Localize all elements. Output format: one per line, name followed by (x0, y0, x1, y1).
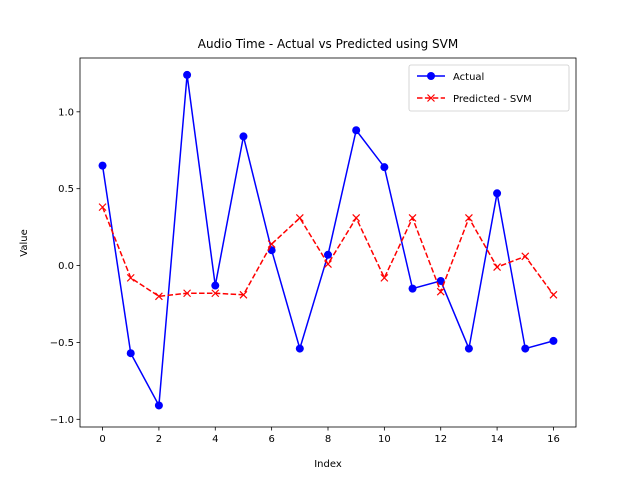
data-point-1-2 (154, 292, 163, 301)
legend: Actual Predicted - SVM (408, 64, 570, 112)
y-tick-label-4: 1.0 (58, 107, 74, 118)
legend-marker-1 (427, 94, 435, 102)
data-point-1-4 (211, 289, 220, 298)
x-tick-label-0: 0 (99, 434, 105, 445)
data-point-1-12 (436, 287, 445, 296)
data-point-1-13 (464, 213, 473, 222)
y-axis-label: Value (19, 229, 30, 256)
data-point-0-4 (211, 281, 220, 290)
data-point-1-15 (521, 252, 530, 261)
axes-frame (79, 57, 577, 428)
x-tick-label-2: 4 (212, 434, 218, 445)
data-point-1-8 (324, 260, 332, 268)
axes: 0 2 4 6 8 10 12 14 16 −1.0 −0.5 0.0 0.5 1.0 (50, 57, 577, 445)
data-point-1-7 (295, 213, 304, 222)
y-tick-label-2: 0.0 (58, 261, 74, 272)
y-tick-label-1: −0.5 (50, 338, 74, 349)
y-tick-label-0: −1.0 (50, 415, 74, 426)
legend-label-0: Actual (453, 72, 484, 83)
legend-box (408, 64, 570, 112)
x-tick-label-1: 2 (156, 434, 162, 445)
data-point-1-16 (549, 290, 558, 299)
legend-label-1: Predicted - SVM (453, 94, 532, 105)
data-point-0-3 (183, 70, 192, 79)
data-point-1-0 (98, 203, 107, 212)
data-point-0-11 (408, 284, 417, 293)
data-point-0-12 (436, 276, 445, 285)
data-point-0-5 (239, 132, 248, 141)
x-tick-label-8: 16 (547, 434, 560, 445)
data-point-1-14 (493, 263, 502, 272)
data-point-0-16 (549, 336, 558, 345)
data-point-0-1 (126, 349, 135, 358)
data-point-1-9 (352, 213, 361, 222)
x-tick-label-5: 10 (378, 434, 391, 445)
series-line-0 (101, 74, 554, 409)
data-point-0-7 (295, 344, 304, 353)
data-point-1-11 (408, 213, 417, 222)
data-point-1-10 (380, 273, 389, 282)
x-axis-label: Index (314, 459, 342, 470)
data-point-0-0 (98, 161, 107, 170)
data-point-0-10 (380, 163, 389, 172)
data-point-0-15 (521, 344, 530, 353)
data-point-0-2 (154, 401, 163, 410)
plot-area (98, 70, 558, 410)
data-point-1-3 (183, 289, 192, 298)
x-tick-label-3: 6 (268, 434, 274, 445)
data-point-1-5 (239, 290, 248, 299)
x-tick-label-7: 14 (491, 434, 504, 445)
chart-title: Audio Time - Actual vs Predicted using S… (198, 37, 458, 51)
data-point-0-8 (324, 250, 332, 259)
data-point-0-14 (493, 189, 502, 198)
data-point-0-9 (352, 126, 361, 135)
data-point-1-6 (267, 240, 276, 248)
data-point-1-1 (126, 273, 135, 282)
x-tick-label-6: 12 (434, 434, 447, 445)
data-point-0-13 (464, 344, 473, 353)
legend-marker-0 (427, 72, 435, 80)
y-tick-label-3: 0.5 (58, 184, 74, 195)
x-tick-label-4: 8 (325, 434, 331, 445)
